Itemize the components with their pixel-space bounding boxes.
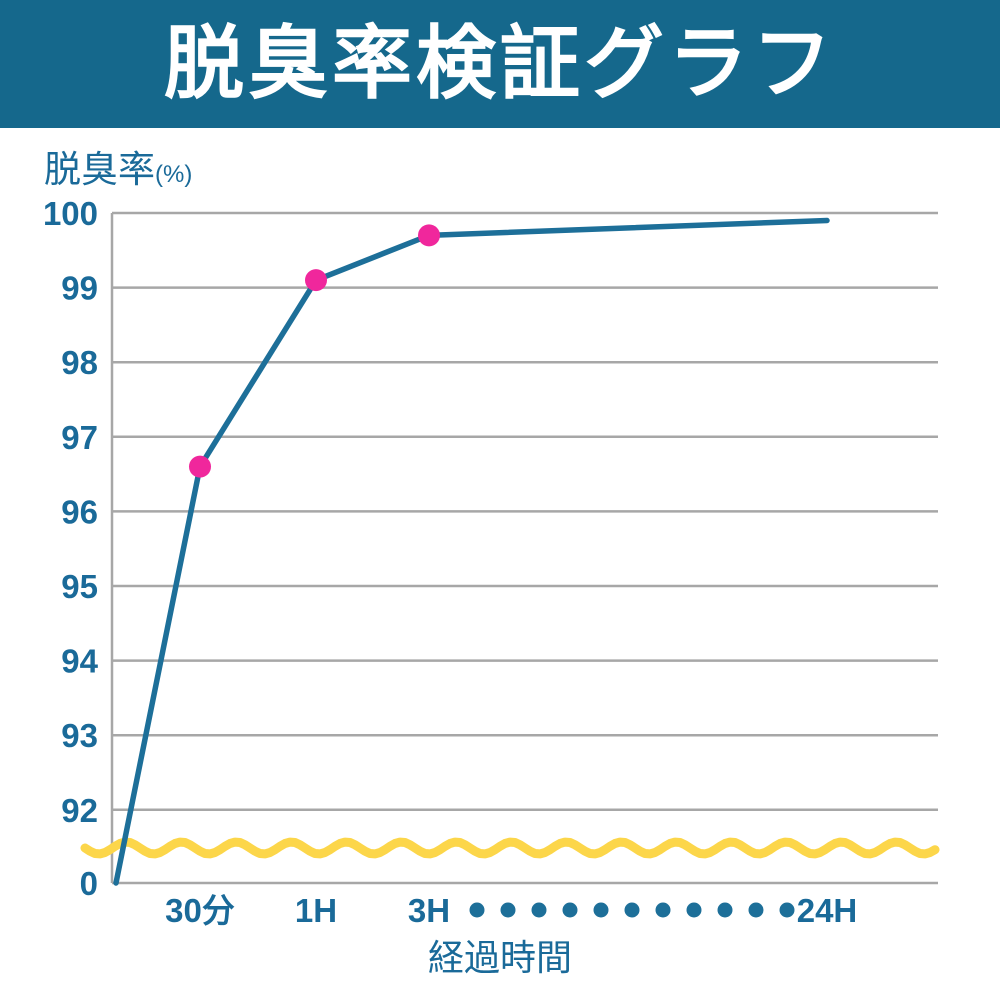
y-tick-label: 98 (61, 344, 98, 381)
x-tick-label: 30分 (165, 892, 235, 929)
x-axis-gap-dot (593, 902, 609, 918)
deodorization-line-chart: 100 99 98 97 96 95 94 93 92 0 脱臭率(%) 30分 1H 3H 24H 経過時間 (43, 149, 940, 978)
page-title: 脱臭率検証グラフ (164, 19, 836, 108)
x-axis-gap-dot (748, 902, 764, 918)
x-tick-label: 3H (408, 892, 450, 929)
x-axis-gap-dot (469, 902, 485, 918)
data-point-marker (305, 269, 327, 292)
data-point-marker (418, 224, 440, 247)
header-banner: 脱臭率検証グラフ (0, 0, 1000, 128)
x-axis-gap-dot (624, 902, 640, 918)
x-tick-label: 1H (295, 892, 337, 929)
y-tick-label: 94 (61, 643, 98, 680)
y-tick-label: 96 (61, 493, 98, 530)
x-axis-gap-dot (562, 902, 578, 918)
axis-break-wave (80, 837, 940, 859)
y-tick-label: 92 (61, 792, 98, 829)
data-point-marker (189, 455, 211, 478)
x-axis-gap-dot (531, 902, 547, 918)
x-axis-title: 経過時間 (428, 937, 572, 978)
x-axis-gap-dot (779, 902, 795, 918)
deodorization-line (113, 217, 830, 886)
y-tick-label: 100 (43, 195, 98, 232)
x-axis-gap-dot (655, 902, 671, 918)
y-axis-title: 脱臭率(%) (44, 149, 192, 190)
y-tick-label: 97 (61, 419, 98, 456)
x-axis-gap-dot (686, 902, 702, 918)
x-tick-label: 24H (797, 892, 858, 929)
y-tick-label: 93 (61, 717, 98, 754)
y-tick-label: 95 (61, 568, 98, 605)
y-tick-label: 0 (80, 865, 98, 902)
x-axis-gap-dot (500, 902, 516, 918)
x-axis-gap-dot (717, 902, 733, 918)
y-tick-label: 99 (61, 270, 98, 307)
